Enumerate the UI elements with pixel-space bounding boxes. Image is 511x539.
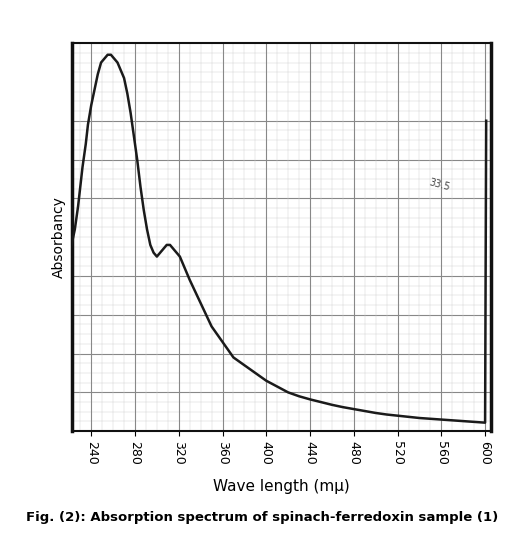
Y-axis label: Absorbancy: Absorbancy bbox=[52, 196, 66, 278]
Text: 33.5: 33.5 bbox=[428, 177, 452, 192]
X-axis label: Wave length (mμ): Wave length (mμ) bbox=[213, 479, 350, 494]
Text: Fig. (2): Absorption spectrum of spinach-ferredoxin sample (1): Fig. (2): Absorption spectrum of spinach… bbox=[26, 511, 498, 524]
